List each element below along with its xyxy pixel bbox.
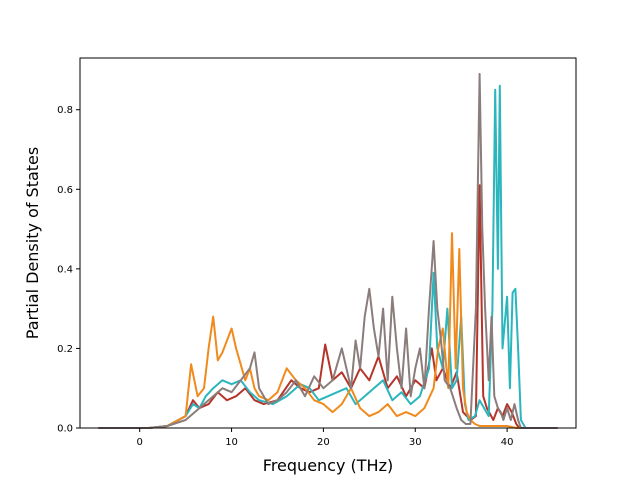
- x-tick-label: 10: [225, 437, 238, 448]
- plot-frame: [79, 57, 577, 429]
- x-ticks: 0 10 20 30 40: [137, 428, 514, 448]
- y-ticks: 0.0 0.2 0.4 0.6 0.8: [57, 105, 80, 435]
- y-tick-label: 0.0: [57, 424, 73, 435]
- x-tick-label: 30: [409, 437, 422, 448]
- y-tick-label: 0.8: [57, 105, 73, 116]
- series-line-1: [98, 184, 558, 429]
- y-tick-label: 0.2: [57, 344, 73, 355]
- series-layer: [98, 72, 558, 429]
- y-axis-label: Partial Density of States: [23, 147, 42, 339]
- x-tick-label: 20: [317, 437, 330, 448]
- series-line-4: [98, 72, 558, 429]
- y-tick-label: 0.4: [57, 264, 73, 275]
- series-line-3: [98, 232, 558, 429]
- x-tick-label: 0: [137, 437, 143, 448]
- x-tick-label: 40: [501, 437, 514, 448]
- y-tick-label: 0.6: [57, 185, 73, 196]
- x-axis-label: Frequency (THz): [263, 456, 393, 475]
- series-line-2: [98, 84, 558, 429]
